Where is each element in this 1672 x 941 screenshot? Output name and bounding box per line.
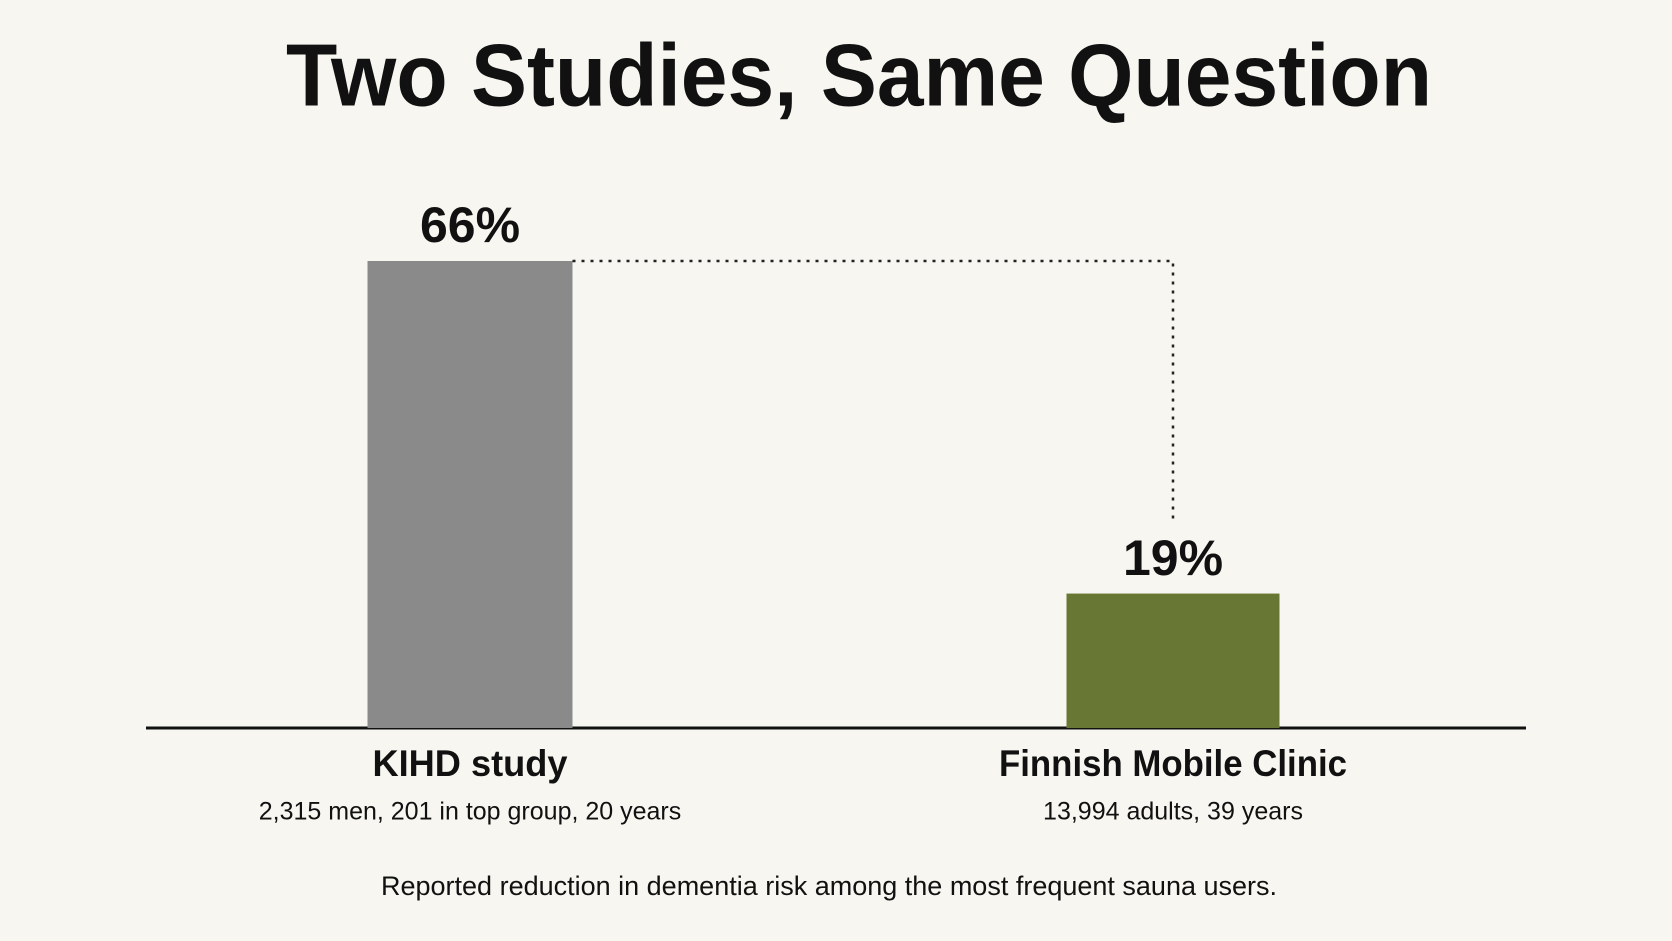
connector xyxy=(572,259,1175,524)
category-label: Finnish Mobile Clinic xyxy=(999,743,1347,784)
chart-title: Two Studies, Same Question xyxy=(286,25,1432,124)
category-subtitle: 2,315 men, 201 in top group, 20 years xyxy=(259,798,682,826)
category-subtitle: 13,994 adults, 39 years xyxy=(1043,798,1303,826)
bar xyxy=(367,261,573,728)
bar xyxy=(1066,593,1280,728)
value-label: 19% xyxy=(1123,530,1223,586)
value-label: 66% xyxy=(420,197,520,253)
caption: Reported reduction in dementia risk amon… xyxy=(381,871,1277,901)
category-label: KIHD study xyxy=(373,743,568,784)
